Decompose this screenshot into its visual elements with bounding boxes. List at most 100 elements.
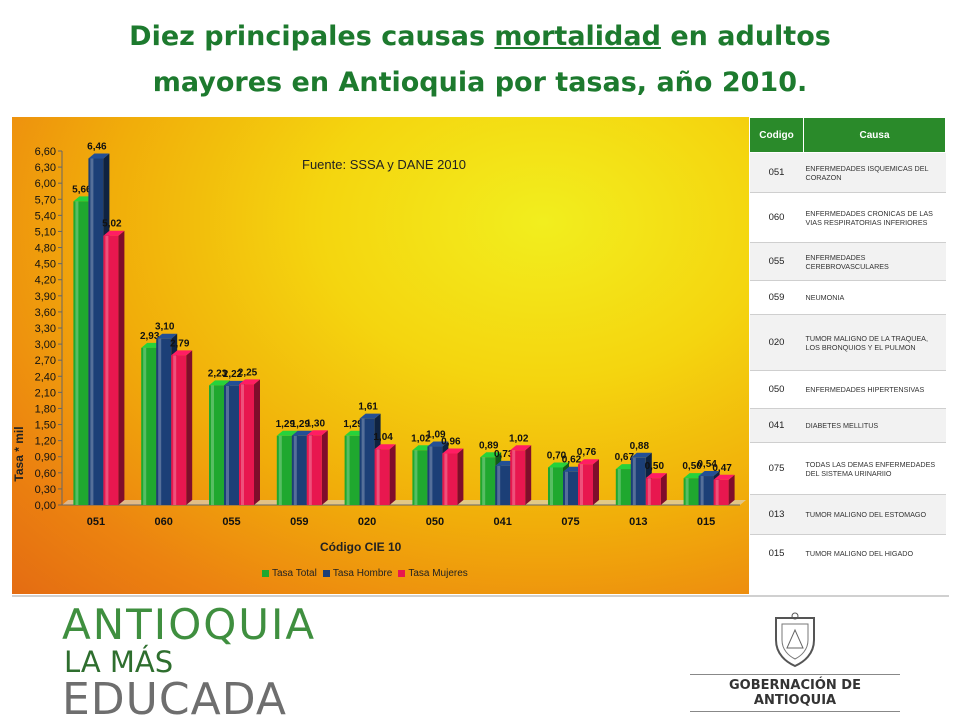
data-label: 0,96	[441, 437, 461, 448]
legend-label: Tasa Mujeres	[408, 568, 468, 579]
bar-highlight	[512, 450, 516, 505]
data-label: 1,02	[509, 433, 529, 444]
data-label: 2,22	[223, 369, 243, 380]
data-label: 1,04	[373, 432, 393, 443]
data-label: 1,29	[291, 419, 311, 430]
cause-table: Codigo Causa 051 ENFERMEDADES ISQUEMICAS …	[749, 117, 946, 594]
legend-swatch	[262, 570, 269, 577]
x-tick-label: 013	[629, 516, 647, 528]
bar-top	[291, 430, 313, 436]
x-tick-label: 075	[561, 516, 579, 528]
table-cell-code: 055	[749, 242, 804, 281]
bar-highlight	[497, 465, 501, 505]
table-row: 051 ENFERMEDADES ISQUEMICAS DEL CORAZON	[749, 152, 946, 193]
bar-top	[239, 379, 260, 385]
table-cell-cause: TUMOR MALIGNO DEL HIGADO	[803, 534, 946, 573]
table-row: 041 DIABETES MELLITUS	[749, 408, 946, 443]
data-label: 1,30	[306, 418, 326, 429]
bar	[645, 478, 661, 505]
data-label: 0,89	[479, 440, 499, 451]
bar-top	[510, 445, 532, 451]
bar-highlight	[429, 446, 433, 505]
x-tick-label: 051	[87, 516, 105, 528]
bar-top	[103, 230, 125, 236]
bar-highlight	[580, 464, 583, 505]
bar-side	[186, 350, 193, 505]
data-label: 0,76	[577, 447, 597, 458]
data-label: 2,93	[140, 331, 160, 342]
bar-top	[374, 444, 396, 450]
bar	[306, 435, 322, 505]
table-cell-code: 051	[749, 152, 804, 193]
y-tick-label: 0,60	[35, 468, 56, 480]
y-tick-label: 2,70	[35, 355, 56, 367]
bar-top	[480, 452, 502, 458]
bar	[630, 457, 646, 505]
header-codigo: Codigo	[749, 117, 804, 153]
x-tick-label: 055	[222, 516, 240, 528]
bar-highlight	[376, 449, 380, 505]
bar-top	[713, 474, 735, 480]
x-tick-label: 015	[697, 516, 715, 528]
y-tick-label: 4,20	[35, 275, 56, 287]
table-row: 013 TUMOR MALIGNO DEL ESTOMAGO	[749, 494, 946, 535]
y-axis-label: Tasa * mil	[12, 426, 26, 482]
bar-side	[728, 474, 735, 505]
bar	[156, 338, 172, 505]
header-causa: Causa	[803, 117, 946, 153]
bar	[615, 469, 631, 505]
x-tick-label: 059	[290, 516, 308, 528]
bar	[344, 435, 360, 505]
bar-side	[593, 459, 599, 505]
bar-side	[457, 448, 464, 505]
table-cell-code: 015	[749, 534, 804, 573]
bar-top	[698, 471, 720, 477]
legend-label: Tasa Hombre	[332, 568, 393, 579]
chart-source: Fuente: SSSA y DANE 2010	[302, 157, 467, 172]
bar-highlight	[715, 479, 719, 505]
table-cell-cause: NEUMONIA	[803, 280, 946, 315]
bar	[495, 465, 511, 505]
bar-top	[427, 441, 449, 447]
bar	[141, 347, 157, 505]
y-tick-label: 0,00	[35, 500, 56, 512]
table-row: 055 ENFERMEDADES CEREBROVASCULARES	[749, 242, 946, 281]
bar-top	[209, 380, 230, 386]
table-cell-cause: TUMOR MALIGNO DEL ESTOMAGO	[803, 494, 946, 535]
data-label: 0,50	[645, 461, 665, 472]
bar	[698, 476, 714, 505]
table-row: 060 ENFERMEDADES CRONICAS DE LAS VIAS RES…	[749, 192, 946, 243]
bar-highlight	[550, 467, 553, 505]
bar-highlight	[226, 385, 229, 505]
table-cell-code: 059	[749, 280, 804, 315]
bar-highlight	[241, 384, 244, 505]
table-cell-code: 060	[749, 192, 804, 243]
bar-highlight	[647, 478, 651, 505]
bar-highlight	[482, 457, 486, 505]
bar-highlight	[632, 457, 636, 505]
bar-highlight	[211, 385, 214, 505]
table-row: 020 TUMOR MALIGNO DE LA TRAQUEA, LOS BRON…	[749, 314, 946, 371]
bar-highlight	[90, 158, 94, 505]
legend-item: Tasa Total	[262, 568, 317, 579]
bar-top	[306, 430, 328, 436]
x-tick-label: 050	[426, 516, 444, 528]
title-line2: mayores en Antioquia por tasas, año 2010…	[152, 67, 808, 98]
data-label: 0,47	[712, 463, 732, 474]
bar	[683, 478, 699, 505]
bar-top	[276, 430, 298, 436]
table-row: 050 ENFERMEDADES HIPERTENSIVAS	[749, 370, 946, 409]
bar-top	[630, 452, 652, 458]
bar-highlight	[700, 476, 704, 505]
y-tick-label: 2,40	[35, 371, 56, 383]
bar	[548, 467, 563, 505]
legend-item: Tasa Hombre	[322, 568, 393, 579]
bar	[209, 385, 224, 505]
bar	[412, 450, 428, 505]
logo-line-antioquia: ANTIOQUIA	[62, 600, 317, 649]
table-cell-cause: ENFERMEDADES ISQUEMICAS DEL CORAZON	[803, 152, 946, 193]
bar-top	[156, 333, 178, 339]
bar-highlight	[308, 435, 312, 505]
data-label: 2,23	[208, 368, 228, 379]
x-tick-label: 041	[494, 516, 512, 528]
